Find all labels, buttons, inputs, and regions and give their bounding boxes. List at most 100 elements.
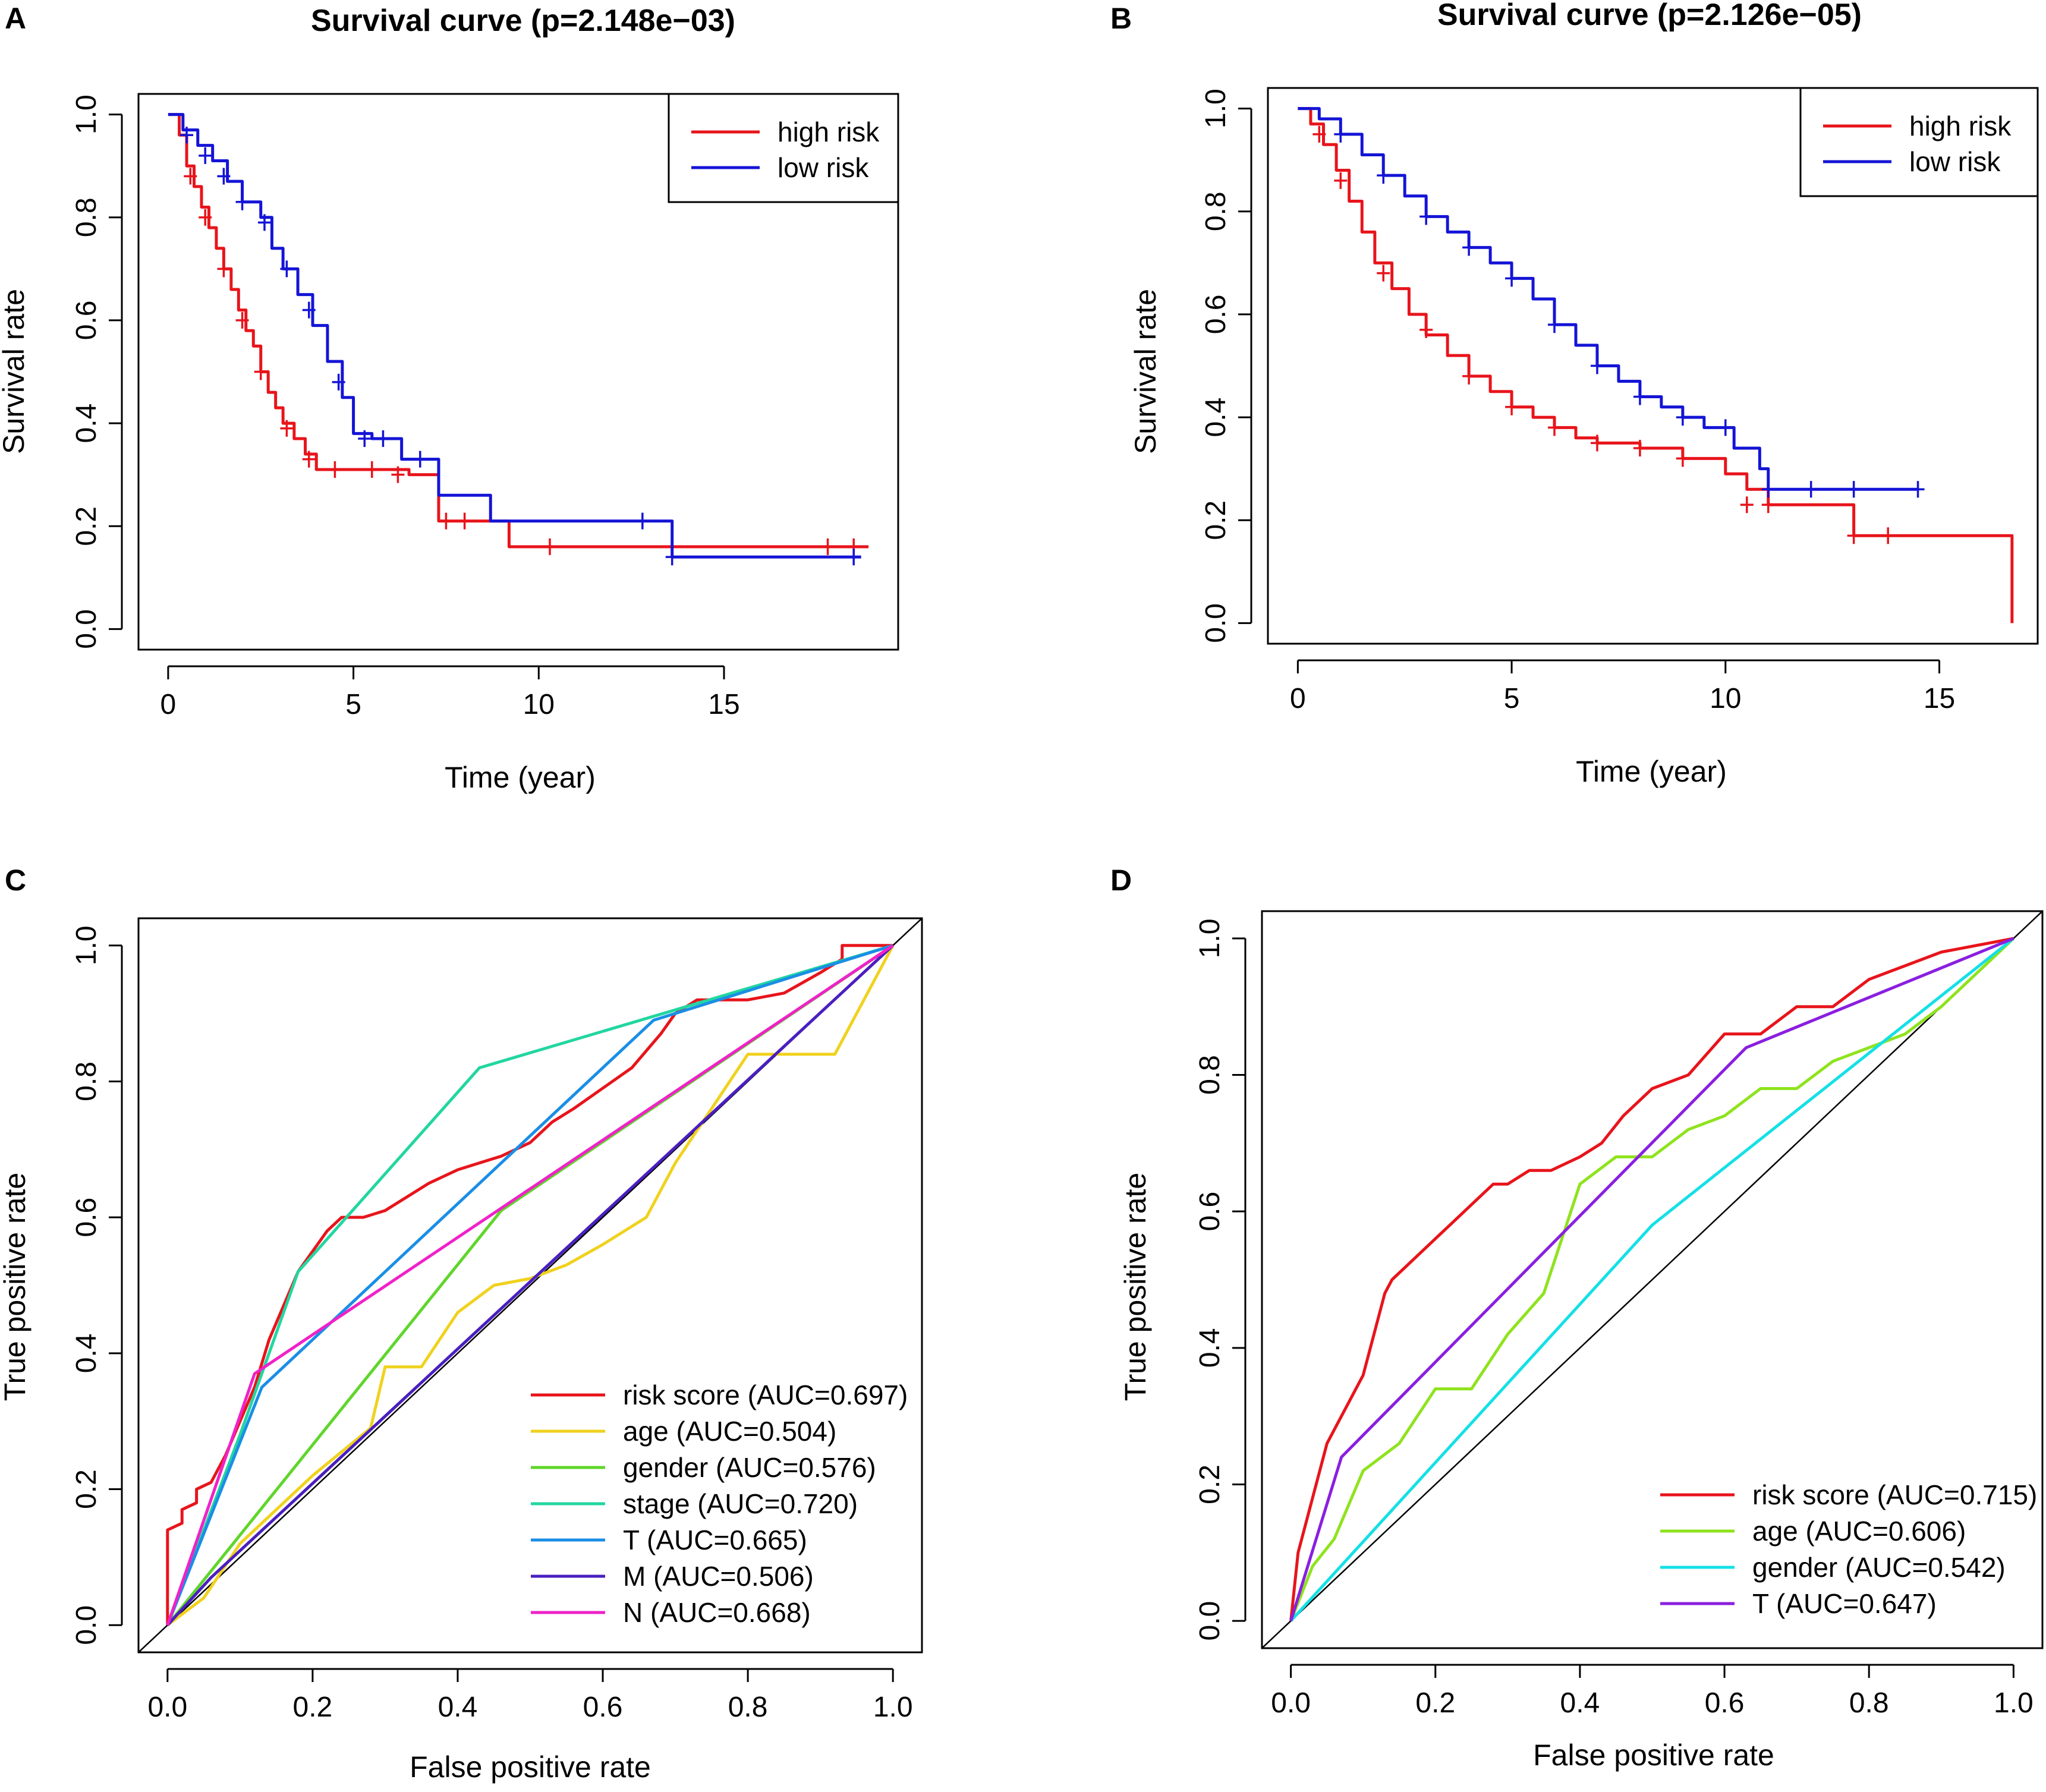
chart-title-a: Survival curve (p=2.148e−03): [311, 4, 735, 38]
legend-label-d-1: age (AUC=0.606): [1752, 1516, 1966, 1547]
censor-mark-a: [358, 430, 372, 448]
series-line-d-1: [1289, 937, 2015, 1621]
y-tick-label-a: 0.0: [71, 609, 102, 649]
censor-mark-b: [1847, 481, 1861, 498]
x-tick-label-b: 0: [1290, 683, 1306, 714]
y-tick-label-d: 0.4: [1194, 1328, 1226, 1368]
y-axis-label-d: True positive rate: [1119, 1173, 1152, 1401]
legend-c: risk score (AUC=0.697) age (AUC=0.504) gen…: [531, 1380, 908, 1628]
panel-label-d: D: [1110, 864, 1132, 897]
legend-label-c-3: stage (AUC=0.720): [623, 1488, 858, 1519]
censor-mark-a: [217, 260, 231, 278]
censor-mark-a: [199, 147, 212, 164]
legend-label-b-1: low risk: [1909, 146, 2001, 177]
censor-mark-b: [1804, 481, 1818, 498]
series-line-b-0: [1298, 107, 2014, 623]
censor-mark-b: [1590, 434, 1604, 452]
x-tick-label-b: 5: [1504, 683, 1520, 714]
censor-mark-b: [1548, 419, 1562, 436]
y-tick-label-b: 0.8: [1200, 191, 1232, 231]
censor-mark-b: [1377, 264, 1390, 282]
censor-mark-a: [328, 461, 342, 478]
x-tick-label-a: 10: [523, 689, 555, 720]
y-tick-label-a: 0.4: [71, 404, 102, 443]
censor-mark-a: [280, 420, 294, 437]
y-tick-label-a: 1.0: [71, 95, 102, 134]
censor-mark-b: [1676, 450, 1689, 467]
censor-mark-b: [1334, 172, 1348, 189]
y-tick-label-c: 0.0: [71, 1605, 102, 1645]
y-tick-label-d: 0.2: [1194, 1465, 1226, 1504]
x-tick-label-d: 0.6: [1705, 1687, 1745, 1719]
censor-mark-a: [847, 549, 861, 566]
censor-mark-a: [391, 466, 405, 483]
y-tick-label-d: 1.0: [1194, 919, 1226, 959]
panel-a: A Survival curve (p=2.148e−03) 0 5 10 15 0.0 0…: [0, 2, 899, 794]
censor-mark-a: [458, 512, 471, 530]
plot-frame-b: [1267, 87, 2039, 645]
censor-mark-a: [235, 193, 249, 210]
censor-mark-b: [1676, 409, 1689, 426]
series-line-d-2: [1289, 937, 2014, 1622]
y-tick-label-b: 1.0: [1200, 89, 1232, 128]
panel-label-b: B: [1110, 2, 1132, 35]
censor-mark-b: [1419, 321, 1433, 338]
censor-mark-b: [1505, 270, 1519, 287]
y-tick-label-b: 0.0: [1200, 603, 1232, 643]
censor-mark-b: [1312, 125, 1326, 143]
legend-b: high risk low risk: [1799, 87, 2039, 197]
censor-mark-a: [257, 214, 271, 231]
censor-mark-a: [365, 461, 379, 478]
legend-label-d-0: risk score (AUC=0.715): [1752, 1479, 2037, 1510]
series-line-c-5: [166, 944, 894, 1626]
series-line-a-1: [168, 113, 861, 559]
censor-mark-b: [1718, 419, 1732, 436]
x-tick-label-d: 1.0: [1994, 1687, 2034, 1719]
series-line-c-6: [166, 944, 894, 1626]
x-tick-label-c: 0.6: [583, 1692, 623, 1723]
y-tick-label-a: 0.8: [71, 197, 102, 237]
x-tick-label-b: 10: [1710, 683, 1741, 714]
censor-mark-a: [543, 538, 556, 555]
censor-mark-b: [1633, 388, 1647, 405]
plot-frame-c: [137, 917, 923, 1654]
y-tick-label-a: 0.2: [71, 506, 102, 546]
censor-mark-b: [1505, 398, 1519, 415]
censor-mark-a: [217, 168, 231, 185]
plot-frame-a: [137, 93, 899, 651]
censor-mark-a: [302, 301, 316, 319]
censor-mark-a: [254, 363, 267, 380]
x-tick-label-c: 0.4: [438, 1692, 478, 1723]
censor-mark-a: [302, 451, 316, 468]
censor-mark-b: [1548, 316, 1562, 333]
x-tick-label-d: 0.4: [1560, 1687, 1600, 1719]
x-axis-label-c: False positive rate: [410, 1750, 651, 1784]
series-line-c-4: [166, 944, 893, 1626]
series-line-d-0: [1289, 937, 2014, 1621]
panel-b: B Survival curve (p=2.126e−05) 0 5 10 15 0.0 0…: [1110, 0, 2039, 788]
x-tick-label-a: 0: [160, 689, 177, 720]
censor-mark-b: [1590, 357, 1604, 374]
legend-a: high risk low risk: [668, 93, 899, 203]
series-line-d-3: [1289, 937, 2014, 1621]
series-line-a-0: [168, 113, 869, 549]
y-tick-label-c: 0.4: [71, 1333, 102, 1373]
y-tick-label-d: 0.8: [1194, 1055, 1226, 1095]
legend-label-d-2: gender (AUC=0.542): [1752, 1552, 2006, 1583]
x-tick-label-d: 0.0: [1271, 1687, 1311, 1719]
x-axis-label-a: Time (year): [445, 761, 596, 794]
legend-label-a-0: high risk: [778, 116, 880, 147]
legend-label-b-0: high risk: [1909, 111, 2012, 141]
censor-mark-b: [1761, 496, 1775, 514]
y-tick-label-b: 0.2: [1200, 500, 1232, 540]
censor-mark-a: [199, 209, 212, 226]
y-tick-label-a: 0.6: [71, 301, 102, 341]
y-tick-label-d: 0.0: [1194, 1601, 1226, 1641]
censor-mark-b: [1881, 527, 1895, 544]
censor-mark-b: [1633, 440, 1647, 457]
x-tick-label-a: 15: [708, 689, 739, 720]
x-tick-label-d: 0.8: [1849, 1687, 1889, 1719]
censor-mark-b: [1419, 208, 1433, 225]
legend-label-c-0: risk score (AUC=0.697): [623, 1380, 908, 1410]
